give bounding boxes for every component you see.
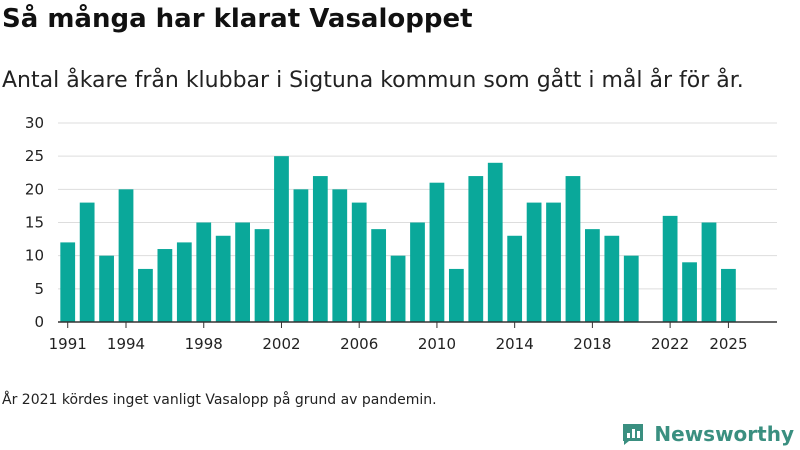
- bar: [79, 202, 95, 322]
- brand-name: Newsworthy: [654, 422, 794, 446]
- x-tick-label: 2010: [418, 335, 456, 353]
- bar: [507, 235, 523, 322]
- bars: [60, 156, 736, 322]
- bar: [585, 229, 600, 322]
- bar: [662, 215, 678, 322]
- bar: [118, 189, 134, 322]
- bar: [682, 262, 697, 322]
- bar: [546, 202, 561, 322]
- bar: [332, 189, 348, 322]
- bar: [312, 176, 328, 322]
- bar: [99, 255, 114, 322]
- bar: [429, 182, 445, 322]
- bar: [176, 242, 192, 322]
- x-tick-label: 1994: [107, 335, 145, 353]
- bar: [468, 176, 484, 322]
- footnote: År 2021 kördes inget vanligt Vasalopp på…: [2, 392, 437, 408]
- bar: [371, 229, 387, 322]
- x-tick-label: 1991: [49, 335, 87, 353]
- y-tick-label: 10: [25, 247, 44, 265]
- brand-logo: Newsworthy: [620, 420, 794, 448]
- x-tick-label: 2014: [496, 335, 534, 353]
- x-tick-label: 2002: [262, 335, 300, 353]
- bar: [235, 222, 250, 322]
- bar: [701, 222, 717, 322]
- x-axis-ticks: 1991 1994 1998 2002 2006 2010 2014 2018 2022 2025: [49, 322, 748, 353]
- bar: [565, 176, 581, 322]
- bar: [351, 202, 367, 322]
- bar: [410, 222, 425, 322]
- bar: [448, 268, 464, 322]
- bar: [60, 242, 76, 322]
- bar: [196, 222, 212, 322]
- bar: [215, 235, 231, 322]
- y-tick-label: 15: [25, 214, 44, 232]
- y-tick-label: 25: [25, 147, 44, 165]
- bar: [274, 156, 289, 322]
- x-tick-label: 2006: [340, 335, 378, 353]
- y-axis-ticks: 0 5 10 15 20 25 30: [25, 114, 44, 331]
- y-tick-label: 20: [25, 180, 44, 198]
- x-tick-label: 2022: [651, 335, 689, 353]
- bar: [604, 235, 620, 322]
- bar: [293, 189, 309, 322]
- bar: [487, 162, 503, 322]
- bar: [721, 268, 736, 322]
- bar: [138, 268, 153, 322]
- chart-subtitle: Antal åkare från klubbar i Sigtuna kommu…: [2, 68, 744, 93]
- y-tick-label: 30: [25, 114, 44, 132]
- bar: [157, 249, 173, 322]
- y-tick-label: 0: [34, 313, 44, 331]
- newsworthy-logo-icon: [623, 424, 644, 445]
- bar: [526, 202, 542, 322]
- x-tick-label: 1998: [185, 335, 223, 353]
- bar: [623, 255, 639, 322]
- chart-title: Så många har klarat Vasaloppet: [2, 4, 473, 34]
- y-tick-label: 5: [34, 280, 44, 298]
- x-tick-label: 2025: [709, 335, 747, 353]
- x-tick-label: 2018: [573, 335, 611, 353]
- bar: [390, 255, 406, 322]
- bar: [254, 229, 270, 322]
